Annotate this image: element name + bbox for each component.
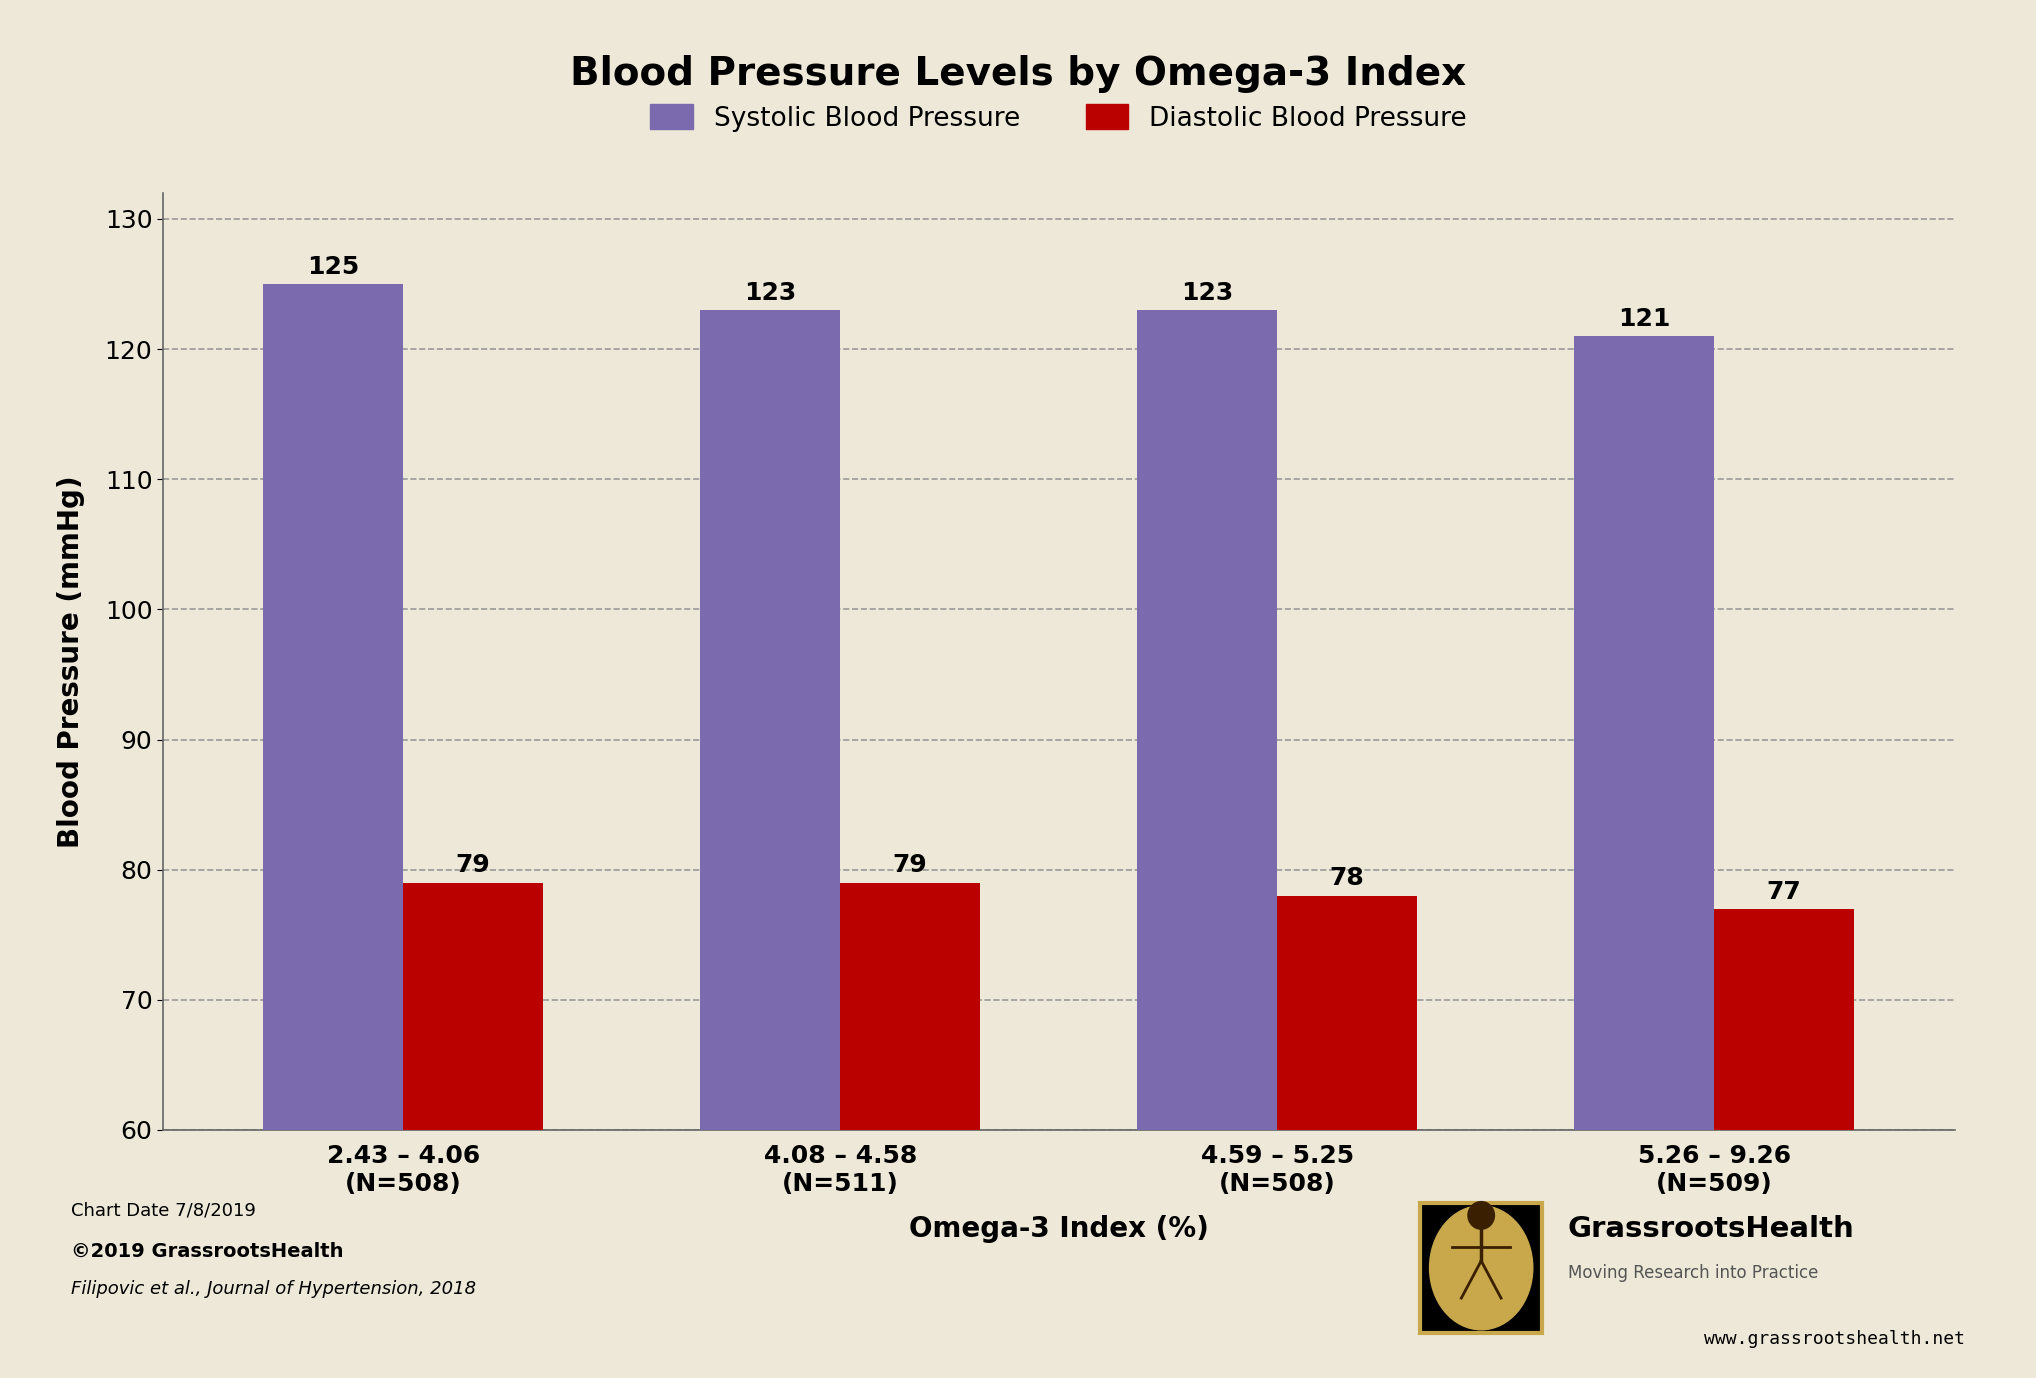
Text: 78: 78	[1330, 867, 1364, 890]
Text: 125: 125	[307, 255, 360, 278]
Circle shape	[1468, 1202, 1494, 1229]
Text: Moving Research into Practice: Moving Research into Practice	[1568, 1264, 1818, 1282]
Bar	[841, 883, 979, 1130]
Bar	[1574, 336, 1714, 1130]
Text: 79: 79	[892, 853, 928, 878]
Text: 77: 77	[1767, 879, 1802, 904]
Y-axis label: Blood Pressure (mmHg): Blood Pressure (mmHg)	[57, 475, 86, 847]
Bar	[263, 284, 403, 1130]
Text: Blood Pressure Levels by Omega-3 Index: Blood Pressure Levels by Omega-3 Index	[570, 55, 1466, 94]
FancyBboxPatch shape	[1421, 1203, 1541, 1333]
Bar	[1277, 896, 1417, 1130]
Ellipse shape	[1429, 1206, 1533, 1330]
Text: ©2019 GrassrootsHealth: ©2019 GrassrootsHealth	[71, 1242, 344, 1261]
Bar	[1714, 908, 1855, 1130]
Text: 123: 123	[745, 281, 796, 305]
Legend: Systolic Blood Pressure, Diastolic Blood Pressure: Systolic Blood Pressure, Diastolic Blood…	[639, 94, 1478, 142]
Text: Chart Date 7/8/2019: Chart Date 7/8/2019	[71, 1202, 257, 1220]
X-axis label: Omega-3 Index (%): Omega-3 Index (%)	[908, 1215, 1209, 1243]
Bar	[403, 883, 544, 1130]
Bar	[1138, 310, 1277, 1130]
Text: GrassrootsHealth: GrassrootsHealth	[1568, 1215, 1855, 1243]
Text: Filipovic et al., Journal of Hypertension, 2018: Filipovic et al., Journal of Hypertensio…	[71, 1280, 476, 1298]
Bar	[700, 310, 841, 1130]
Text: www.grassrootshealth.net: www.grassrootshealth.net	[1704, 1330, 1965, 1348]
Text: 123: 123	[1181, 281, 1234, 305]
Text: 79: 79	[456, 853, 491, 878]
Text: 121: 121	[1619, 307, 1670, 331]
